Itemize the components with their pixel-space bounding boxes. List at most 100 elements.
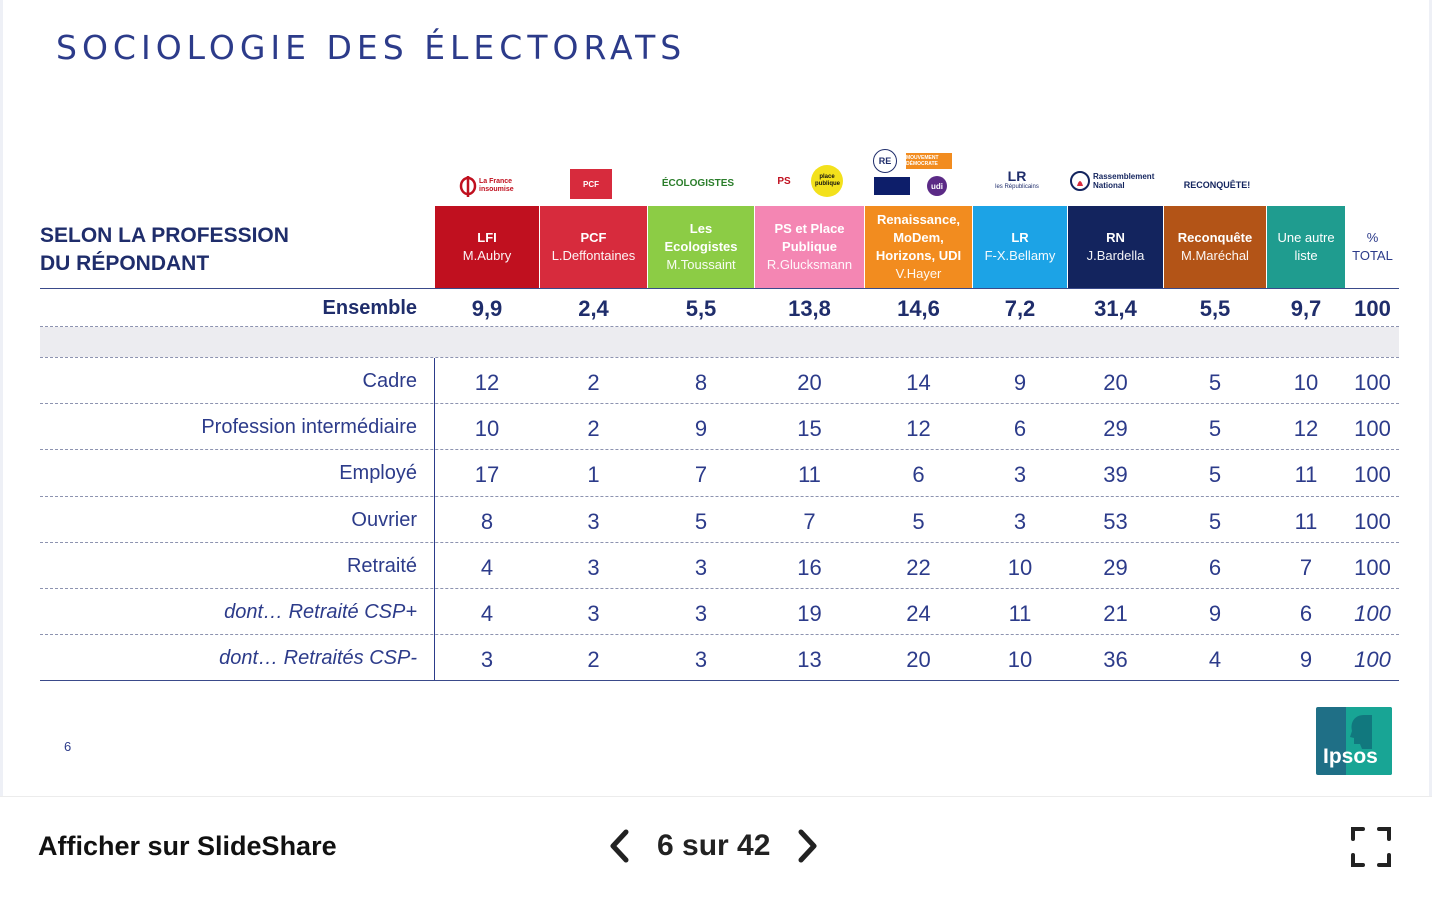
party-header-9: Une autre liste xyxy=(1267,206,1345,288)
ensemble-cell: 14,6 xyxy=(897,296,940,321)
table-cell: 10 xyxy=(474,416,500,442)
table-cell: 3 xyxy=(480,647,494,673)
ensemble-rule xyxy=(40,326,1399,327)
ensemble-cell: 2,4 xyxy=(578,296,609,321)
fullscreen-icon[interactable] xyxy=(1351,827,1391,867)
table-cell: 5 xyxy=(1208,416,1222,442)
ensemble-cell: 5,5 xyxy=(1199,296,1231,321)
table-cell: 6 xyxy=(1299,601,1313,626)
table-cell: 2 xyxy=(587,416,600,442)
candidate-name: J.Bardella xyxy=(1086,248,1145,263)
table-cell: 7 xyxy=(694,462,708,488)
rn-logo-text: Rassemblement National xyxy=(1093,172,1155,190)
reconquete-logo: RECONQUÊTE! xyxy=(1179,177,1255,193)
row-label: Cadre xyxy=(362,370,417,392)
candidate-name: F-X.Bellamy xyxy=(984,248,1056,263)
table-cell: 53 xyxy=(1103,508,1128,534)
party-name: Les Ecologistes xyxy=(664,221,738,254)
party-name: LFI xyxy=(477,230,497,245)
row-rule xyxy=(40,449,1399,451)
modem-logo-text: MOUVEMENT DÉMOCRATE xyxy=(906,155,939,167)
ecologistes-logo: ÉCOLOGISTES xyxy=(653,174,743,192)
ensemble-cell: 7,2 xyxy=(1004,296,1036,321)
rows-top-rule xyxy=(40,357,1399,358)
party-header-4: PS et Place Publique R.Glucksmann xyxy=(755,206,864,288)
place-publique-logo: place publique xyxy=(811,165,843,197)
table-cell: 100 xyxy=(1354,647,1391,673)
table-cell: 5 xyxy=(912,508,925,534)
table-cell: 3 xyxy=(587,554,600,580)
table-cell: 3 xyxy=(587,601,600,626)
table-cell: 11 xyxy=(798,462,821,488)
lr-logo-mark: LR xyxy=(1007,168,1027,184)
section-label-line2: DU RÉPONDANT xyxy=(40,252,210,275)
table-cell: 24 xyxy=(906,601,931,626)
row-rule xyxy=(40,495,1399,497)
party-name: Reconquête xyxy=(1177,230,1253,245)
table-cell: 2 xyxy=(587,647,600,673)
table-cell: 12 xyxy=(906,416,931,442)
table-cell: 9 xyxy=(1299,647,1313,673)
table-cell: 29 xyxy=(1103,416,1128,442)
table-cell: 20 xyxy=(906,647,931,673)
party-name: Une autre liste xyxy=(1277,230,1335,263)
row-label: Profession intermédiaire xyxy=(201,416,417,439)
table-cell: 36 xyxy=(1103,647,1128,673)
row-rule xyxy=(40,680,1399,682)
table-cell: 7 xyxy=(803,508,816,534)
row-rule xyxy=(40,588,1399,589)
party-header-2: PCF L.Deffontaines xyxy=(540,206,647,288)
table-cell: 6 xyxy=(912,462,925,488)
table-cell: 3 xyxy=(1013,508,1027,534)
view-on-slideshare-link[interactable]: Afficher sur SlideShare xyxy=(38,831,337,861)
slide-title: SOCIOLOGIE DES ÉLECTORATS xyxy=(56,28,687,67)
slide-navigation: 6 sur 42 xyxy=(603,823,824,869)
row-rule xyxy=(40,403,1399,405)
table-cell: 10 xyxy=(1293,370,1319,395)
table-cell: 4 xyxy=(480,601,494,626)
table-cell: 20 xyxy=(797,370,822,395)
row-rule xyxy=(40,634,1399,636)
chevron-left-icon[interactable] xyxy=(603,823,635,869)
ensemble-cell: 31,4 xyxy=(1094,296,1137,321)
table-cell: 100 xyxy=(1354,416,1391,442)
section-label: SELON LA PROFESSION DU RÉPONDANT xyxy=(40,222,289,278)
table-cell: 21 xyxy=(1103,601,1128,626)
ipsos-logo-text: Ipsos xyxy=(1323,745,1378,768)
slide: SOCIOLOGIE DES ÉLECTORATS La France inso… xyxy=(0,0,1432,796)
slideshare-footer: Afficher sur SlideShare 6 sur 42 xyxy=(0,796,1432,899)
party-name: PS et Place Publique xyxy=(774,221,845,254)
table-cell: 7 xyxy=(1299,554,1313,580)
udi-logo-text: udi xyxy=(931,181,943,191)
table-cell: 22 xyxy=(906,554,931,580)
table-cell: 5 xyxy=(694,508,708,534)
table-cell: 100 xyxy=(1354,370,1391,395)
lfi-phi-icon xyxy=(459,176,477,197)
candidate-name: M.Toussaint xyxy=(666,257,736,272)
table-cell: 100 xyxy=(1354,554,1391,580)
header-rule xyxy=(40,288,1399,289)
section-label-line1: SELON LA PROFESSION xyxy=(40,224,289,247)
lfi-logo-text: La France insoumise xyxy=(479,178,514,193)
table-cell: 29 xyxy=(1103,554,1128,580)
candidate-name: M.Aubry xyxy=(462,248,512,263)
chevron-right-icon[interactable] xyxy=(792,823,824,869)
table-cell: 9 xyxy=(694,416,708,442)
place-publique-logo-text: place publique xyxy=(815,174,840,187)
lfi-logo: La France insoumise xyxy=(458,172,520,200)
table-cell: 12 xyxy=(1293,416,1319,442)
table-cell: 5 xyxy=(1208,462,1222,488)
table-cell: 15 xyxy=(797,416,822,442)
row-label: Employé xyxy=(339,462,417,485)
ps-logo: PS xyxy=(768,170,800,192)
table-cell: 17 xyxy=(474,462,500,488)
ensemble-cell: 100 xyxy=(1354,296,1391,321)
total-header-percent: % xyxy=(1366,230,1379,245)
table-cell: 11 xyxy=(1294,508,1318,534)
total-header: % TOTAL xyxy=(1346,206,1399,288)
table-cell: 10 xyxy=(1007,647,1033,673)
lr-logo: LR les Républicains xyxy=(993,162,1041,196)
table-cell: 8 xyxy=(480,508,494,534)
renaissance-logo-text: RE xyxy=(878,156,892,166)
table-cell: 4 xyxy=(480,554,494,580)
